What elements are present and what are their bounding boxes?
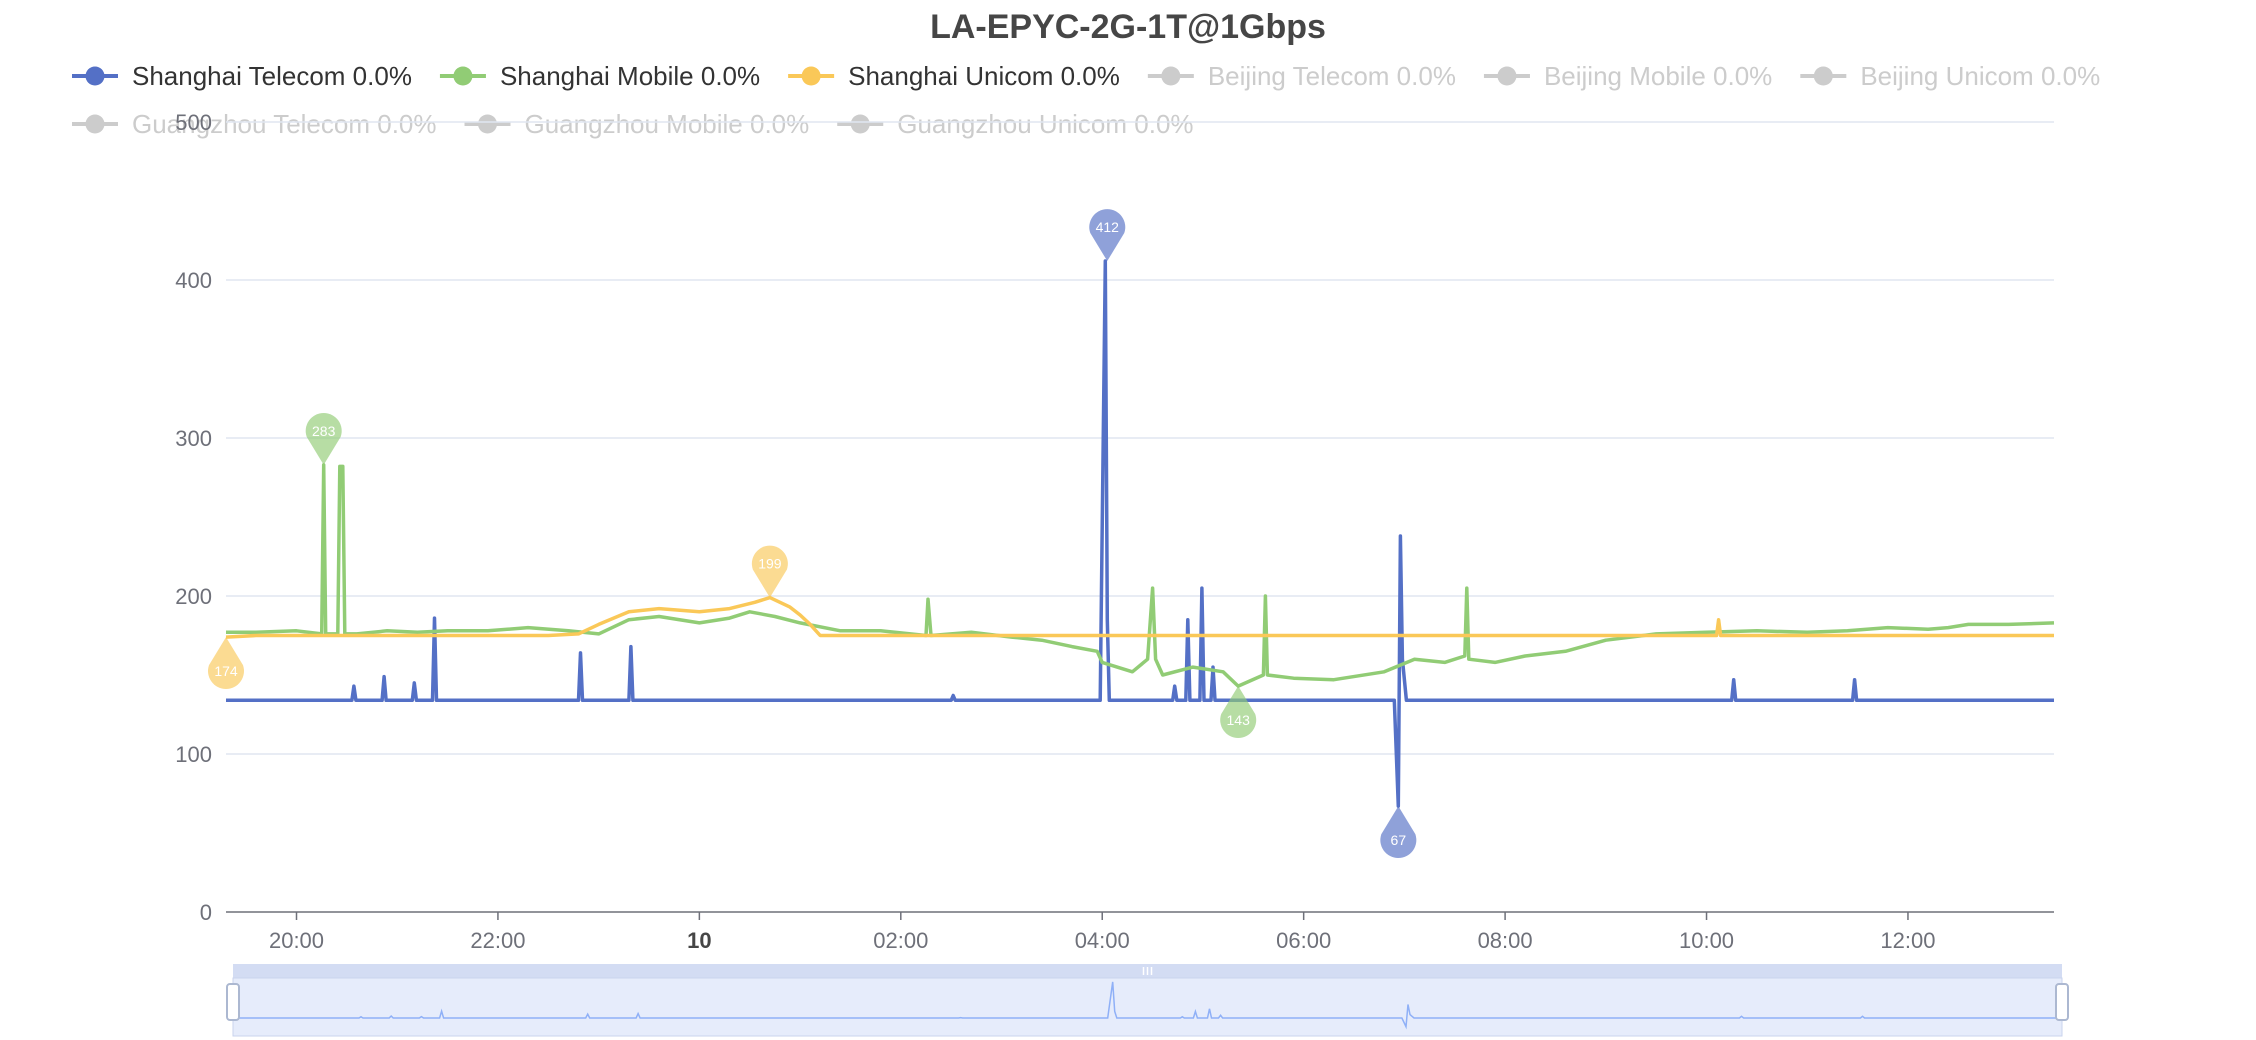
zoom-slider-window[interactable] bbox=[232, 977, 2063, 1037]
legend-item-2[interactable]: Shanghai Unicom 0.0% bbox=[788, 61, 1120, 91]
legend-dot-icon bbox=[85, 66, 105, 86]
legend-label: Shanghai Telecom 0.0% bbox=[132, 61, 412, 91]
y-tick-label-200: 200 bbox=[175, 584, 212, 609]
series-line-shanghai-telecom bbox=[226, 259, 2054, 808]
legend-label: Beijing Mobile 0.0% bbox=[1544, 61, 1772, 91]
zoom-slider[interactable] bbox=[226, 964, 2069, 1037]
series-line-shanghai-mobile bbox=[226, 463, 2055, 688]
x-tick-label-06:00: 06:00 bbox=[1276, 928, 1331, 953]
marker-pin-shape bbox=[1089, 209, 1126, 262]
chart-title: LA-EPYC-2G-1T@1Gbps bbox=[930, 8, 1326, 46]
x-tick-label-10:00: 10:00 bbox=[1679, 928, 1734, 953]
y-tick-label-100: 100 bbox=[175, 742, 212, 767]
x-tick-label-04:00: 04:00 bbox=[1075, 928, 1130, 953]
y-tick-label-0: 0 bbox=[200, 900, 212, 925]
legend-dot-icon bbox=[478, 114, 497, 134]
legend-dot-icon bbox=[1813, 66, 1833, 86]
legend-dot-icon bbox=[453, 66, 473, 86]
y-tick-label-300: 300 bbox=[175, 426, 212, 451]
marker-min-143: 143 bbox=[1220, 686, 1257, 738]
legend: Shanghai Telecom 0.0% Shanghai Mobile 0.0… bbox=[72, 61, 2100, 139]
annotation-pins: 412 67 283 143 199 174 bbox=[208, 209, 1417, 859]
zoom-slider-preview bbox=[233, 981, 2062, 1030]
marker-pin-shape bbox=[1380, 806, 1417, 859]
marker-pin-shape bbox=[305, 412, 342, 465]
marker-max-199: 199 bbox=[751, 545, 788, 598]
legend-label: Guangzhou Unicom 0.0% bbox=[897, 109, 1193, 139]
legend-label: Guangzhou Telecom 0.0% bbox=[132, 109, 437, 139]
zoom-handle-left[interactable] bbox=[226, 983, 240, 1021]
legend-dot-icon bbox=[1497, 66, 1517, 86]
grid bbox=[226, 121, 2054, 755]
series-layer bbox=[225, 259, 2055, 808]
x-tick-label-20:00: 20:00 bbox=[269, 928, 324, 953]
marker-label: 283 bbox=[312, 423, 336, 439]
marker-max-283: 283 bbox=[305, 412, 342, 465]
x-tick-label-02:00: 02:00 bbox=[873, 928, 928, 953]
legend-item-0[interactable]: Shanghai Telecom 0.0% bbox=[72, 61, 412, 91]
x-tick-label-12:00: 12:00 bbox=[1880, 928, 1935, 953]
legend-item-6[interactable]: Guangzhou Telecom 0.0% bbox=[72, 109, 437, 139]
x-tick-label-22:00: 22:00 bbox=[470, 928, 525, 953]
legend-item-4[interactable]: Beijing Mobile 0.0% bbox=[1483, 61, 1772, 91]
legend-dot-icon bbox=[85, 114, 105, 134]
legend-item-8[interactable]: Guangzhou Unicom 0.0% bbox=[837, 109, 1194, 139]
x-tick-label-10: 10 bbox=[687, 928, 711, 953]
legend-label: Beijing Telecom 0.0% bbox=[1208, 61, 1456, 91]
legend-dot-icon bbox=[801, 66, 821, 86]
series-line-shanghai-unicom bbox=[225, 595, 2054, 639]
marker-label: 174 bbox=[214, 663, 238, 679]
legend-item-5[interactable]: Beijing Unicom 0.0% bbox=[1800, 61, 2100, 91]
legend-label: Shanghai Mobile 0.0% bbox=[500, 61, 760, 91]
legend-item-3[interactable]: Beijing Telecom 0.0% bbox=[1147, 61, 1456, 91]
marker-label: 412 bbox=[1096, 219, 1120, 235]
legend-label: Shanghai Unicom 0.0% bbox=[848, 61, 1120, 91]
legend-item-1[interactable]: Shanghai Mobile 0.0% bbox=[439, 61, 760, 91]
marker-label: 67 bbox=[1391, 832, 1407, 848]
zoom-handle-right[interactable] bbox=[2055, 983, 2069, 1021]
legend-dot-icon bbox=[1161, 66, 1181, 86]
y-tick-label-500: 500 bbox=[175, 110, 212, 135]
y-tick-label-400: 400 bbox=[175, 268, 212, 293]
marker-min-67: 67 bbox=[1380, 806, 1417, 859]
marker-pin-shape bbox=[208, 637, 245, 689]
legend-item-7[interactable]: Guangzhou Mobile 0.0% bbox=[464, 109, 810, 139]
legend-dot-icon bbox=[850, 114, 870, 134]
marker-label: 143 bbox=[1227, 712, 1251, 728]
legend-label: Guangzhou Mobile 0.0% bbox=[525, 109, 810, 139]
marker-max-412: 412 bbox=[1089, 209, 1126, 262]
marker-pin-shape bbox=[1220, 686, 1257, 738]
marker-label: 199 bbox=[758, 556, 782, 572]
marker-pin-shape bbox=[751, 545, 788, 598]
marker-min-174: 174 bbox=[208, 637, 245, 689]
legend-label: Beijing Unicom 0.0% bbox=[1860, 61, 2100, 91]
x-tick-label-08:00: 08:00 bbox=[1478, 928, 1533, 953]
axes: 0 100 200 300 400 500 20:00 22:00 10 02:00 04:00 06… bbox=[175, 110, 2054, 953]
